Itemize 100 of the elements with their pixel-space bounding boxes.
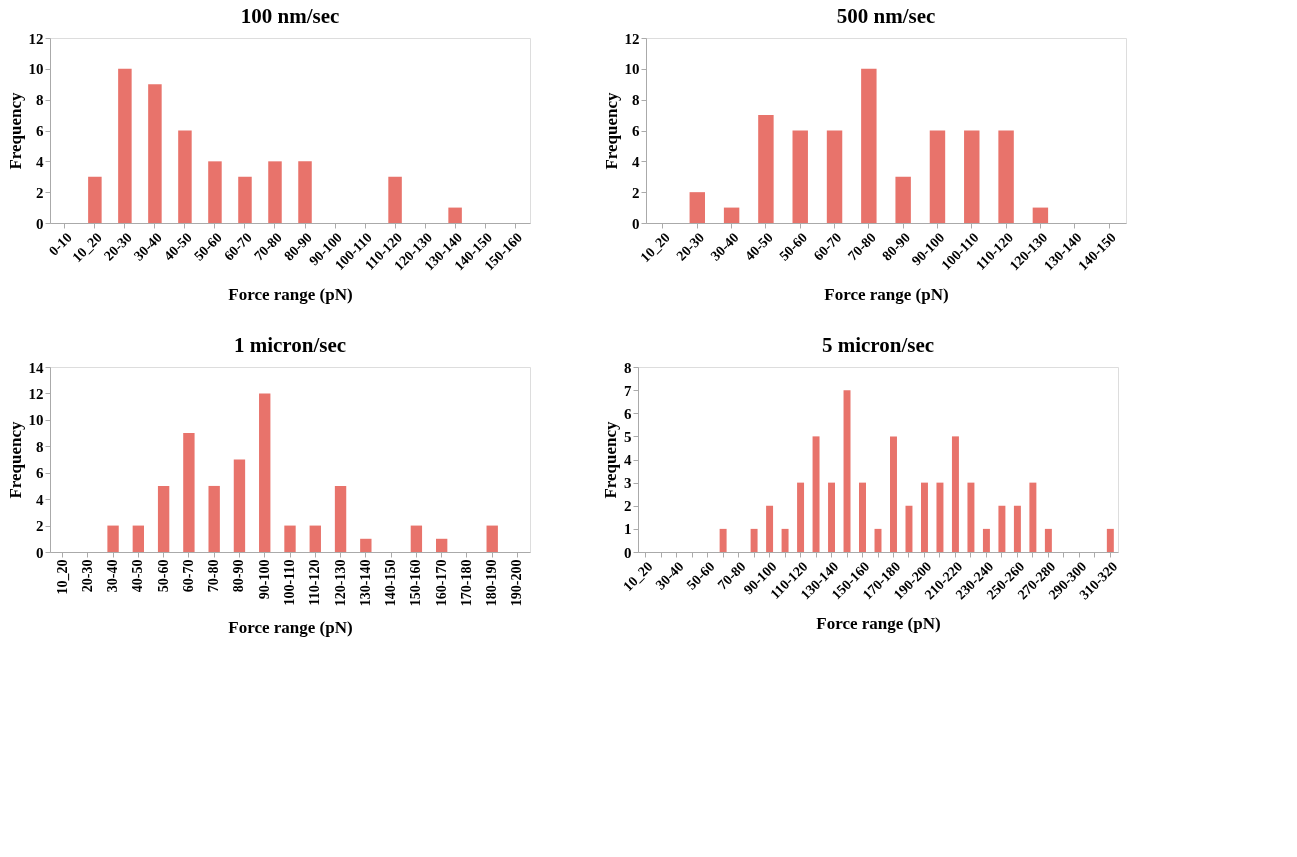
x-axis-title: Force range (pN) xyxy=(816,614,941,634)
y-tick-label: 8 xyxy=(632,92,640,109)
x-axis-title: Force range (pN) xyxy=(228,285,353,305)
bar xyxy=(859,482,866,552)
bar xyxy=(233,459,246,552)
y-tick-label: 4 xyxy=(624,452,632,468)
x-tick-label: 120-130 xyxy=(332,559,348,607)
x-tick-label: 20-30 xyxy=(79,559,95,593)
x-tick-label: 100-110 xyxy=(282,559,297,606)
bar xyxy=(334,485,347,552)
bar xyxy=(828,482,836,552)
bar xyxy=(723,207,740,223)
bar xyxy=(766,505,774,552)
y-tick-label: 3 xyxy=(624,475,632,492)
x-tick-label: 110-120 xyxy=(307,559,323,606)
bar xyxy=(448,207,462,223)
bar xyxy=(797,482,805,552)
x-tick-label: 130-140 xyxy=(357,559,373,607)
y-axis-title: Frequency xyxy=(5,420,25,499)
x-tick-label: 50-60 xyxy=(155,559,171,593)
bar xyxy=(890,436,897,552)
y-tick-label: 12 xyxy=(624,30,640,47)
chart-title: 1 micron/sec xyxy=(233,333,347,357)
y-tick-label: 10 xyxy=(28,412,44,429)
bar xyxy=(157,485,170,552)
bar xyxy=(1032,207,1049,223)
x-tick-label: 170-180 xyxy=(458,559,474,607)
bar xyxy=(750,528,758,552)
y-tick-label: 8 xyxy=(36,438,44,455)
y-tick-label: 12 xyxy=(28,30,44,47)
bar xyxy=(1106,528,1114,552)
y-axis-title: Frequency xyxy=(601,91,621,170)
y-tick-label: 6 xyxy=(36,123,44,139)
y-tick-label: 1 xyxy=(624,521,632,538)
x-axis-title: Force range (pN) xyxy=(228,618,353,638)
bar xyxy=(905,505,913,552)
y-tick-label: 2 xyxy=(632,184,640,201)
bar xyxy=(208,161,222,223)
x-tick-label: 90-100 xyxy=(256,559,272,600)
bar xyxy=(183,433,195,552)
x-tick-label: 10_20 xyxy=(54,559,70,595)
y-tick-label: 6 xyxy=(624,405,632,422)
y-tick-label: 14 xyxy=(28,359,44,376)
bar xyxy=(758,115,774,223)
y-tick-label: 0 xyxy=(36,215,44,232)
bar xyxy=(843,390,851,552)
bar xyxy=(259,393,271,552)
y-tick-label: 6 xyxy=(632,123,640,139)
bar xyxy=(964,130,980,223)
y-tick-label: 4 xyxy=(36,491,44,508)
bar xyxy=(107,525,119,552)
x-tick-label: 80-90 xyxy=(231,559,247,593)
y-tick-label: 2 xyxy=(36,184,44,201)
bar xyxy=(238,176,252,223)
bar xyxy=(1044,528,1052,552)
bar xyxy=(309,525,321,552)
x-tick-label: 60-70 xyxy=(180,559,196,593)
y-axis-title: Frequency xyxy=(601,420,620,499)
bar xyxy=(388,176,402,223)
bar xyxy=(967,482,975,552)
bar xyxy=(268,161,282,223)
bar xyxy=(936,482,944,552)
bar xyxy=(792,130,808,223)
y-tick-label: 8 xyxy=(624,359,632,376)
y-tick-label: 6 xyxy=(36,465,44,482)
chart-title: 100 nm/sec xyxy=(240,4,340,28)
y-tick-label: 0 xyxy=(624,544,632,561)
bar xyxy=(148,84,162,223)
bar xyxy=(1029,482,1037,552)
y-tick-label: 10 xyxy=(28,61,44,78)
bar xyxy=(951,436,959,552)
x-tick-label: 40-50 xyxy=(130,559,146,593)
y-axis-title: Frequency xyxy=(5,91,25,170)
bar xyxy=(178,130,192,223)
bar xyxy=(719,528,727,552)
bar xyxy=(360,538,372,552)
bar xyxy=(998,130,1014,223)
x-tick-label: 180-190 xyxy=(484,559,500,607)
bar xyxy=(1013,505,1021,552)
bar xyxy=(861,68,877,223)
x-tick-label: 160-170 xyxy=(433,559,449,607)
x-axis-title: Force range (pN) xyxy=(824,285,949,305)
bar xyxy=(435,538,448,552)
x-tick-label: 70-80 xyxy=(206,559,222,593)
bar xyxy=(132,525,145,552)
chart-title: 500 nm/sec xyxy=(836,4,936,28)
bar xyxy=(88,176,102,223)
y-tick-label: 4 xyxy=(632,153,640,170)
y-tick-label: 8 xyxy=(36,92,44,109)
bar xyxy=(118,68,132,223)
y-tick-label: 5 xyxy=(624,428,632,445)
bar xyxy=(920,482,928,552)
bar xyxy=(410,525,423,552)
bar xyxy=(298,161,312,223)
bar xyxy=(284,525,296,552)
bar xyxy=(998,505,1006,552)
y-tick-label: 12 xyxy=(28,385,44,402)
y-tick-label: 0 xyxy=(632,215,640,232)
bar xyxy=(895,176,911,223)
bar xyxy=(826,130,843,223)
